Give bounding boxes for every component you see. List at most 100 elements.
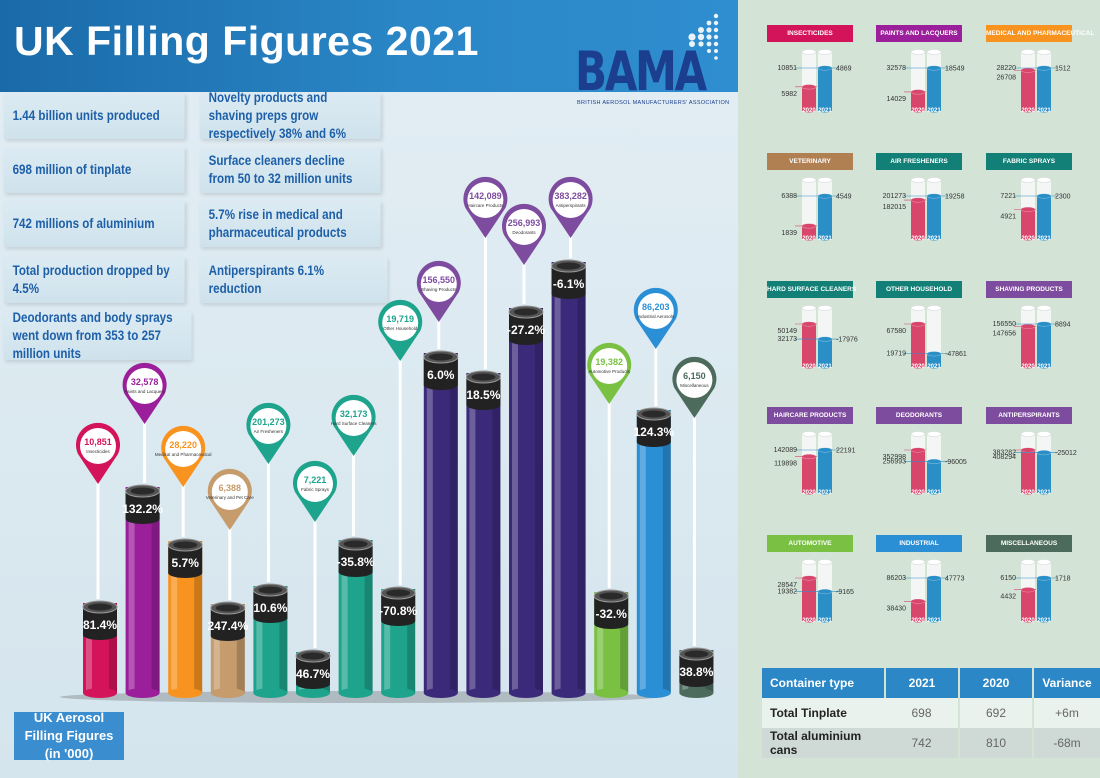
table-header-cell: 2021	[885, 668, 960, 698]
bar	[636, 410, 671, 693]
mini-cylinder-top	[817, 431, 833, 437]
bar-highlight	[256, 586, 263, 693]
bar-cap-hole	[684, 650, 709, 658]
mini-cylinder-top	[1036, 177, 1052, 183]
mini-bar-base	[802, 489, 816, 495]
mini-chart: HARD SURFACE CLEANERS 2020 2021 32173 50149 -…	[767, 281, 887, 401]
bar-base	[210, 688, 245, 698]
bar-category-label: Deodorants	[512, 230, 536, 235]
pin-inner	[506, 209, 542, 245]
mini-chart-svg: 2020 2021 142089 119898 22191	[774, 431, 856, 496]
mini-variance: -17976	[836, 337, 858, 344]
bar-shade	[109, 603, 117, 693]
mini-cylinder-top	[1020, 177, 1036, 183]
pin-inner	[676, 362, 713, 398]
mini-chart-title: AIR FRESHENERS	[876, 153, 962, 170]
bar-base	[125, 688, 160, 698]
mini-cylinder-top	[1020, 49, 1036, 55]
bar-highlight	[426, 353, 433, 693]
mini-variance: 1512	[1055, 66, 1071, 73]
fact-card: 698 million of tinplate	[4, 147, 185, 193]
mini-chart-svg: 2020 2021 32578 14029 18549	[887, 49, 965, 114]
mini-cylinder	[802, 180, 816, 238]
mini-bar	[818, 68, 832, 110]
mini-year-label: 2020	[1021, 236, 1035, 242]
bar-cap-hole	[428, 353, 453, 361]
mini-bar-base	[818, 107, 832, 113]
mini-year-label: 2021	[818, 618, 832, 624]
bar-value-label: 256,993	[508, 218, 541, 228]
fact-text: Antiperspirants 6.1% reduction	[208, 263, 325, 296]
bar-change-label: 18.5%	[466, 388, 500, 402]
bar-cap-bottom	[296, 679, 330, 689]
fact-text: Novelty products and shaving preps grow …	[208, 90, 347, 141]
bar-group: 19,382 Automotive Products -32.%	[587, 342, 632, 698]
mini-cylinder-top	[926, 559, 942, 565]
bar-group: 201,273 Air Fresheners 10.6%	[246, 402, 291, 698]
mini-bar	[1037, 196, 1051, 238]
mini-bar	[1021, 589, 1035, 620]
mini-variance: 8894	[1055, 322, 1071, 329]
fact-text: 1.44 billion units produced	[12, 108, 160, 123]
bar-cap-bottom	[636, 437, 671, 447]
mini-value-2020: 38430	[887, 605, 907, 612]
bar-base	[679, 688, 714, 698]
mini-bar	[911, 324, 925, 366]
mini-year-label: 2020	[911, 490, 925, 496]
bar-highlight	[554, 262, 561, 693]
mini-cylinder-top	[926, 305, 942, 311]
bar-highlight	[128, 487, 135, 693]
mini-value-2020: 4921	[1000, 213, 1016, 220]
mini-cylinder-top	[1020, 431, 1036, 437]
mini-cylinder-top	[801, 49, 817, 55]
mini-variance: 22191	[836, 448, 856, 455]
mini-chart: ANTIPERSPIRANTS 2020 2021 383282 408294 -2501…	[986, 407, 1100, 527]
bar-shade	[364, 540, 373, 693]
mini-value-2020: 5982	[781, 91, 797, 98]
table-cell: Total aluminium cans	[762, 728, 885, 758]
bar-value-label: 19,382	[595, 357, 623, 367]
bar-value-label: 6,388	[219, 483, 242, 493]
mini-bar-base	[1037, 489, 1051, 495]
table-cell: 742	[885, 728, 960, 758]
bar-change-label: -35.8%	[337, 555, 375, 569]
mini-cylinder-top	[801, 559, 817, 565]
bar-group: 256,993 Deodorants -27.2%	[502, 203, 546, 698]
table-header-cell: Container type	[762, 668, 886, 698]
mini-value-2021: 201273	[883, 193, 906, 200]
mini-cylinder-top	[817, 559, 833, 565]
bar-category-label: Medical and Pharmaceutical	[155, 452, 212, 457]
table-cell: 698	[885, 698, 960, 728]
mini-bar	[818, 339, 832, 366]
mini-chart: FABRIC SPRAYS 2020 2021 7221 4921 2300	[986, 153, 1100, 273]
mini-value-2020: 182015	[883, 204, 906, 211]
bar-change-label: 5.7%	[172, 556, 200, 570]
mini-value-2021: 6388	[781, 193, 797, 200]
bar-change-label: -27.2%	[507, 323, 545, 337]
bar-value-label: 86,203	[642, 302, 670, 312]
bar-highlight	[86, 603, 92, 693]
bar-highlight	[171, 541, 178, 693]
mini-bar	[1021, 326, 1035, 366]
mini-bar-base	[802, 235, 816, 241]
mini-bar-base	[1037, 617, 1051, 623]
mini-bar	[818, 450, 832, 492]
mini-variance: 18549	[945, 66, 965, 73]
fact-card: Deodorants and body sprays went down fro…	[4, 310, 192, 361]
mini-chart-svg: 2020 2021 201273 182015 19258	[883, 177, 965, 242]
bar-group: 10,851 Insecticides 81.4%	[76, 422, 120, 698]
bar-cap-hole	[130, 487, 155, 495]
bar-highlight	[639, 410, 646, 693]
mini-value-2021: 10851	[778, 65, 798, 72]
mini-year-label: 2021	[927, 236, 941, 242]
bar-cap-bottom	[679, 677, 714, 687]
mini-value-2021: 142089	[774, 447, 797, 454]
bama-logo-text: BAMA	[575, 40, 707, 103]
mini-value-2021: 383282	[993, 450, 1016, 457]
table-row: Total aluminium cans 742 810 -68m	[762, 728, 1100, 758]
mini-year-label: 2021	[818, 108, 832, 114]
bar-group: 142,089 Haircare Products 18.5%	[463, 176, 508, 698]
mini-year-label: 2021	[927, 364, 941, 370]
mini-bar-base	[818, 363, 832, 369]
